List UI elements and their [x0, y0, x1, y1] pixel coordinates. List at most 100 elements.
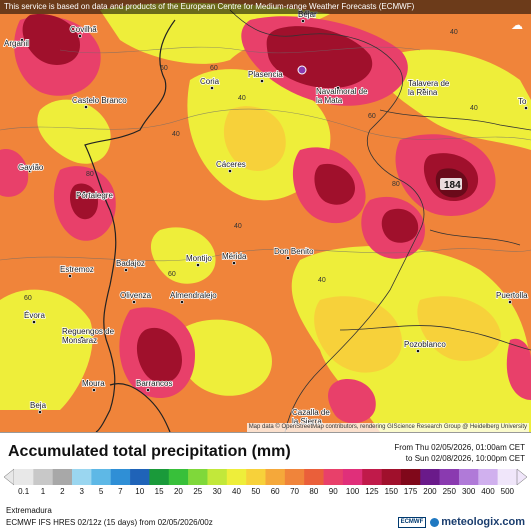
- scale-color-cell: [110, 469, 131, 485]
- scale-color-cell: [284, 469, 305, 485]
- scale-color-cell: [246, 469, 266, 485]
- city-marker: [416, 349, 420, 353]
- city-label: Reguengos de Monsaraz: [62, 327, 115, 345]
- meteologix-logo[interactable]: ECMWF meteologix.com: [397, 516, 525, 528]
- map-footer: Accumulated total precipitation (mm) Fro…: [0, 432, 531, 532]
- city-label: Navalmoral de la Mata: [316, 87, 368, 105]
- scale-tick-label: 60: [270, 487, 280, 496]
- contour-value-label: 40: [450, 29, 458, 36]
- city-marker: [304, 417, 308, 421]
- scale-tick-label: 80: [309, 487, 319, 496]
- contour-value-label: 40: [318, 277, 326, 284]
- scale-color-cell: [323, 469, 344, 485]
- city-marker: [68, 274, 72, 278]
- scale-color-cell: [207, 469, 228, 485]
- scale-color-cell: [72, 469, 92, 485]
- precipitation-map[interactable]: Arganil Covilhã Béjar Castelo Branco Coria Pl…: [0, 0, 531, 433]
- city-marker: [336, 86, 340, 90]
- city-marker: [508, 300, 512, 304]
- scale-tick-label: 50: [251, 487, 261, 496]
- model-info: ECMWF IFS HRES 02/12z (15 days) from 02/…: [6, 518, 213, 527]
- scale-color-cell: [226, 469, 247, 485]
- city-label: Béjar: [298, 10, 317, 19]
- scale-tick-label: 5: [98, 487, 104, 496]
- scale-tick-label: 175: [403, 487, 418, 496]
- city-marker: [210, 86, 214, 90]
- city-marker: [82, 191, 86, 195]
- scale-tick-label: 200: [423, 487, 437, 496]
- forecast-period: From Thu 02/05/2026, 01:00am CET to Sun …: [394, 442, 525, 464]
- city-marker: [84, 105, 88, 109]
- map-title: Accumulated total precipitation (mm): [8, 443, 291, 460]
- scale-color-cell: [130, 469, 150, 485]
- scale-color-cell: [400, 469, 421, 485]
- scale-tick-label: 250: [442, 487, 456, 496]
- scale-tick-label: 100: [345, 487, 360, 496]
- period-from: From Thu 02/05/2026, 01:00am CET: [394, 443, 525, 452]
- city-marker: [92, 388, 96, 392]
- scale-tick-label: 15: [154, 487, 164, 496]
- brand-name: meteologix.com: [430, 516, 525, 528]
- scale-color-cell: [478, 469, 498, 485]
- city-label: Estremoz: [60, 265, 94, 274]
- city-label: Portalegre: [76, 191, 113, 200]
- precip-areas-50-60: [223, 106, 501, 373]
- scale-tick-label: 20: [173, 487, 183, 496]
- city-label: Pozoblanco: [404, 340, 446, 349]
- scale-tick-label: 400: [481, 487, 495, 496]
- city-marker: [196, 263, 200, 267]
- scale-color-cell: [381, 469, 402, 485]
- scale-max-arrow: [516, 468, 527, 486]
- scale-tick-label: 2: [60, 487, 65, 496]
- contour-lines: [0, 46, 531, 262]
- city-label: Don Benito: [274, 247, 314, 256]
- scale-min-arrow: [4, 468, 15, 486]
- scale-color-cell: [362, 469, 382, 485]
- scale-color-cell: [420, 469, 440, 485]
- scale-tick-label: 0.1: [18, 487, 30, 496]
- contour-value-label: 40: [172, 131, 180, 138]
- city-label: Coria: [200, 77, 220, 86]
- scale-color-cell: [342, 469, 363, 485]
- scale-tick-label: 3: [79, 487, 84, 496]
- color-scale: [4, 468, 527, 486]
- contour-value-label: 40: [238, 95, 246, 102]
- contour-value-label: 60: [168, 271, 176, 278]
- peak-value-bg: [440, 178, 462, 190]
- scale-color-cell: [33, 469, 53, 485]
- region-name: Extremadura: [6, 506, 52, 515]
- scale-tick-label: 300: [461, 487, 476, 496]
- scale-color-cell: [265, 469, 286, 485]
- city-label: Beja: [30, 401, 47, 410]
- city-label: Gavião: [18, 163, 44, 172]
- city-marker: [146, 388, 150, 392]
- city-label: Covilhã: [70, 25, 97, 34]
- contour-value-label: 80: [392, 181, 400, 188]
- city-label: Badajoz: [116, 259, 145, 268]
- city-marker: [38, 410, 42, 414]
- scale-tick-label: 7: [118, 487, 123, 496]
- city-marker: [28, 169, 32, 173]
- scale-tick-label: 150: [384, 487, 398, 496]
- contour-value-label: 40: [470, 105, 478, 112]
- city-marker: [80, 336, 84, 340]
- city-marker: [78, 34, 82, 38]
- city-marker: [124, 268, 128, 272]
- contour-value-label: 40: [234, 223, 242, 230]
- scale-color-cell: [188, 469, 208, 485]
- period-to: to Sun 02/08/2026, 10:00pm CET: [405, 454, 525, 463]
- city-marker: [260, 79, 264, 83]
- city-label: To: [518, 97, 527, 106]
- city-marker: [20, 38, 24, 42]
- city-label: Puertolla: [496, 291, 528, 300]
- city-marker: [228, 169, 232, 173]
- scale-tick-label: 1: [40, 487, 46, 496]
- scale-tick-label: 25: [193, 487, 203, 496]
- color-scale-labels: 0.1 1 2 3 5 7 10 15 20 25 30 40 50 60 70 80 90 100 125 150 1…: [4, 487, 527, 499]
- scale-tick-label: 30: [212, 487, 222, 496]
- city-label: Mérida: [222, 252, 247, 261]
- scale-color-cell: [439, 469, 460, 485]
- country-borders: [84, 19, 176, 433]
- city-marker: [286, 256, 290, 260]
- city-marker: [32, 320, 36, 324]
